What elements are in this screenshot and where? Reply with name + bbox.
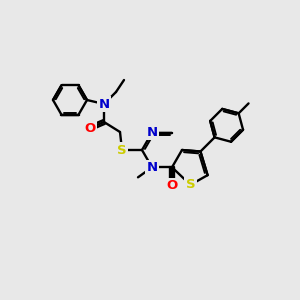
Text: O: O	[84, 122, 96, 134]
Text: N: N	[146, 161, 158, 174]
Text: S: S	[186, 178, 195, 191]
Text: S: S	[117, 143, 127, 157]
Text: N: N	[98, 98, 110, 110]
Text: O: O	[167, 179, 178, 192]
Text: N: N	[146, 126, 158, 139]
